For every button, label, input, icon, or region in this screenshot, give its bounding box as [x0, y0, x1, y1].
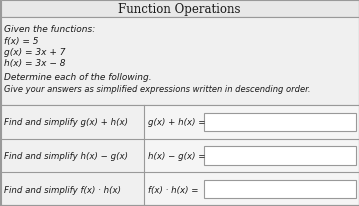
Bar [144, 172, 359, 206]
Text: Function Operations: Function Operations [118, 2, 241, 15]
Bar [0, 0, 359, 18]
Text: Given the functions:: Given the functions: [4, 25, 95, 34]
Bar [0, 18, 359, 105]
Text: Give your answers as simplified expressions written in descending order.: Give your answers as simplified expressi… [4, 85, 311, 94]
Bar [204, 180, 356, 198]
Bar [0, 105, 144, 139]
Text: f(x) · h(x) =: f(x) · h(x) = [148, 185, 198, 194]
Bar [204, 113, 356, 131]
Text: Determine each of the following.: Determine each of the following. [4, 73, 151, 82]
Bar [204, 146, 356, 165]
Text: g(x) + h(x) =: g(x) + h(x) = [148, 118, 205, 127]
Bar [0, 172, 144, 206]
Text: g(x) = 3x + 7: g(x) = 3x + 7 [4, 48, 65, 57]
Text: f(x) = 5: f(x) = 5 [4, 37, 38, 46]
Text: Find and simplify g(x) + h(x): Find and simplify g(x) + h(x) [4, 118, 128, 127]
Bar [0, 139, 144, 172]
Text: h(x) = 3x − 8: h(x) = 3x − 8 [4, 59, 65, 68]
Text: Find and simplify h(x) − g(x): Find and simplify h(x) − g(x) [4, 151, 128, 160]
Text: h(x) − g(x) =: h(x) − g(x) = [148, 151, 205, 160]
Bar [144, 105, 359, 139]
Text: Find and simplify f(x) · h(x): Find and simplify f(x) · h(x) [4, 185, 121, 194]
Bar [144, 139, 359, 172]
